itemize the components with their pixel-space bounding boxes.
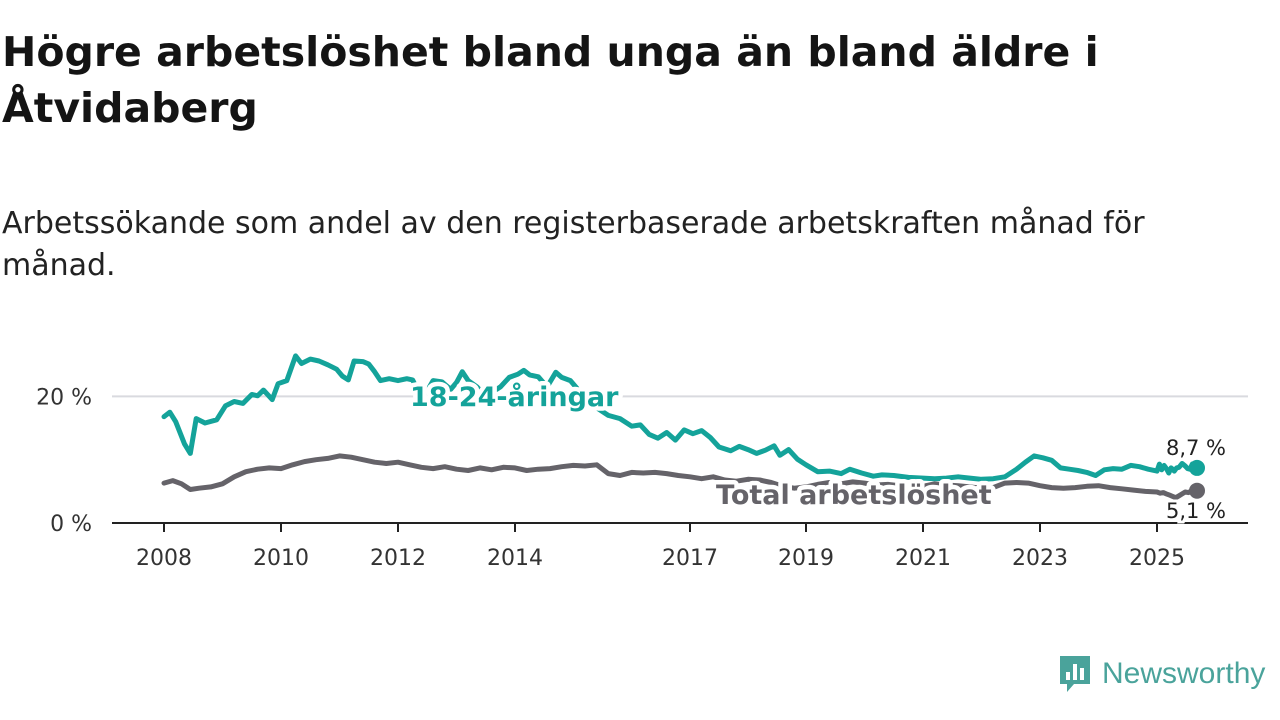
x-tick-label: 2012 <box>370 546 426 571</box>
end-point-total <box>1189 482 1205 499</box>
chart-title: Högre arbetslöshet bland unga än bland ä… <box>2 28 1099 132</box>
x-tick-label: 2023 <box>1012 546 1068 571</box>
x-tick-label: 2025 <box>1129 546 1185 571</box>
end-point-youth <box>1189 459 1205 476</box>
y-tick-label: 0 % <box>50 512 92 537</box>
chart-subtitle: Arbetssökande som andel av den registerb… <box>2 206 1145 283</box>
end-label-total: 5,1 % <box>1166 499 1226 523</box>
series-line-total <box>161 453 1200 501</box>
x-tick-label: 2019 <box>778 546 834 571</box>
series-label-total: Total arbetslöshet <box>716 480 992 511</box>
brand-name: Newsworthy <box>1102 657 1266 690</box>
x-tick-label: 2021 <box>895 546 951 571</box>
series-line-youth <box>161 353 1200 482</box>
x-tick-label: 2010 <box>253 546 309 571</box>
y-tick-label: 20 % <box>36 385 92 410</box>
x-tick-label: 2008 <box>136 546 192 571</box>
x-tick-label: 2014 <box>487 546 543 571</box>
series-label-youth: 18-24-åringar <box>410 381 619 413</box>
end-label-youth: 8,7 % <box>1166 436 1226 460</box>
bar-chart-icon <box>1060 656 1090 692</box>
x-tick-label: 2017 <box>662 546 718 571</box>
brand-logo: Newsworthy <box>1058 654 1265 694</box>
